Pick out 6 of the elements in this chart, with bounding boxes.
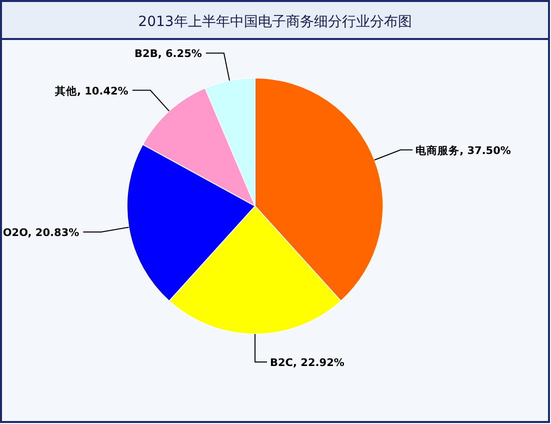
slice-label: 电商服务, 37.50% [416, 144, 512, 157]
slice-label: B2C, 22.92% [270, 357, 345, 369]
slice-label: O2O, 20.83% [2, 226, 80, 239]
slice-label: B2B, 6.25% [134, 48, 202, 60]
chart-title: 2013年上半年中国电子商务细分行业分布图 [138, 14, 412, 30]
slice-label: 其他, 10.42% [54, 84, 129, 98]
